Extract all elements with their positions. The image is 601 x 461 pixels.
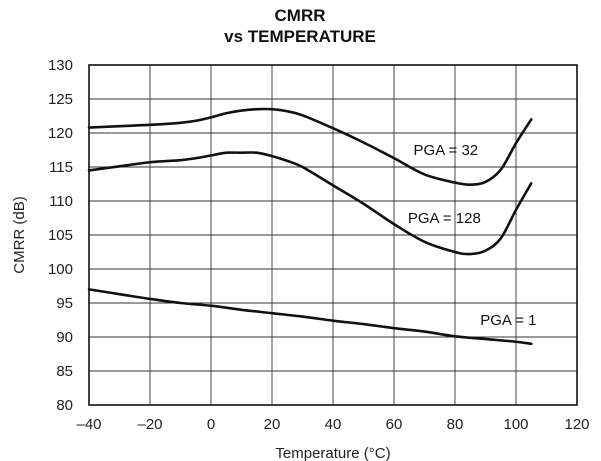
- series-label: PGA = 128: [408, 210, 481, 227]
- x-axis-ticks: –40 –20 0 20 40 60 80 100 120: [76, 416, 589, 433]
- series-label: PGA = 32: [414, 142, 479, 159]
- x-tick-label: 120: [564, 416, 589, 433]
- x-tick-label: 80: [447, 416, 464, 433]
- x-tick-label: –40: [76, 416, 101, 433]
- series-label: PGA = 1: [480, 312, 536, 329]
- plot-frame: [88, 64, 578, 406]
- y-tick-label: 90: [56, 329, 73, 346]
- y-axis-label: CMRR (dB): [11, 196, 28, 274]
- x-tick-label: 40: [325, 416, 342, 433]
- y-tick-label: 100: [48, 261, 73, 278]
- y-tick-label: 80: [56, 397, 73, 414]
- x-tick-label: 0: [207, 416, 215, 433]
- series-line-pga-32: [87, 107, 533, 186]
- series-line-pga-1: [87, 288, 533, 346]
- series: [87, 107, 533, 346]
- series-line-pga-128: [87, 151, 533, 256]
- x-tick-label: 60: [386, 416, 403, 433]
- y-tick-label: 110: [49, 193, 73, 210]
- chart-subtitle: vs TEMPERATURE: [224, 27, 376, 46]
- x-tick-label: –20: [137, 416, 162, 433]
- y-tick-label: 130: [48, 57, 73, 74]
- y-tick-label: 120: [48, 125, 73, 142]
- y-tick-label: 105: [48, 227, 73, 244]
- x-axis-label: Temperature (°C): [275, 445, 390, 461]
- y-tick-label: 115: [49, 159, 73, 176]
- x-tick-label: 100: [503, 416, 528, 433]
- chart-title: CMRR: [275, 6, 326, 25]
- y-tick-label: 95: [56, 295, 73, 312]
- y-tick-label: 125: [48, 91, 73, 108]
- y-axis-ticks: 80 85 90 95 100 105 110 115 120 125 130: [48, 57, 73, 414]
- grid: [89, 65, 577, 405]
- x-tick-label: 20: [264, 416, 281, 433]
- y-tick-label: 85: [56, 363, 73, 380]
- series-labels: PGA = 32 PGA = 128 PGA = 1: [408, 142, 537, 329]
